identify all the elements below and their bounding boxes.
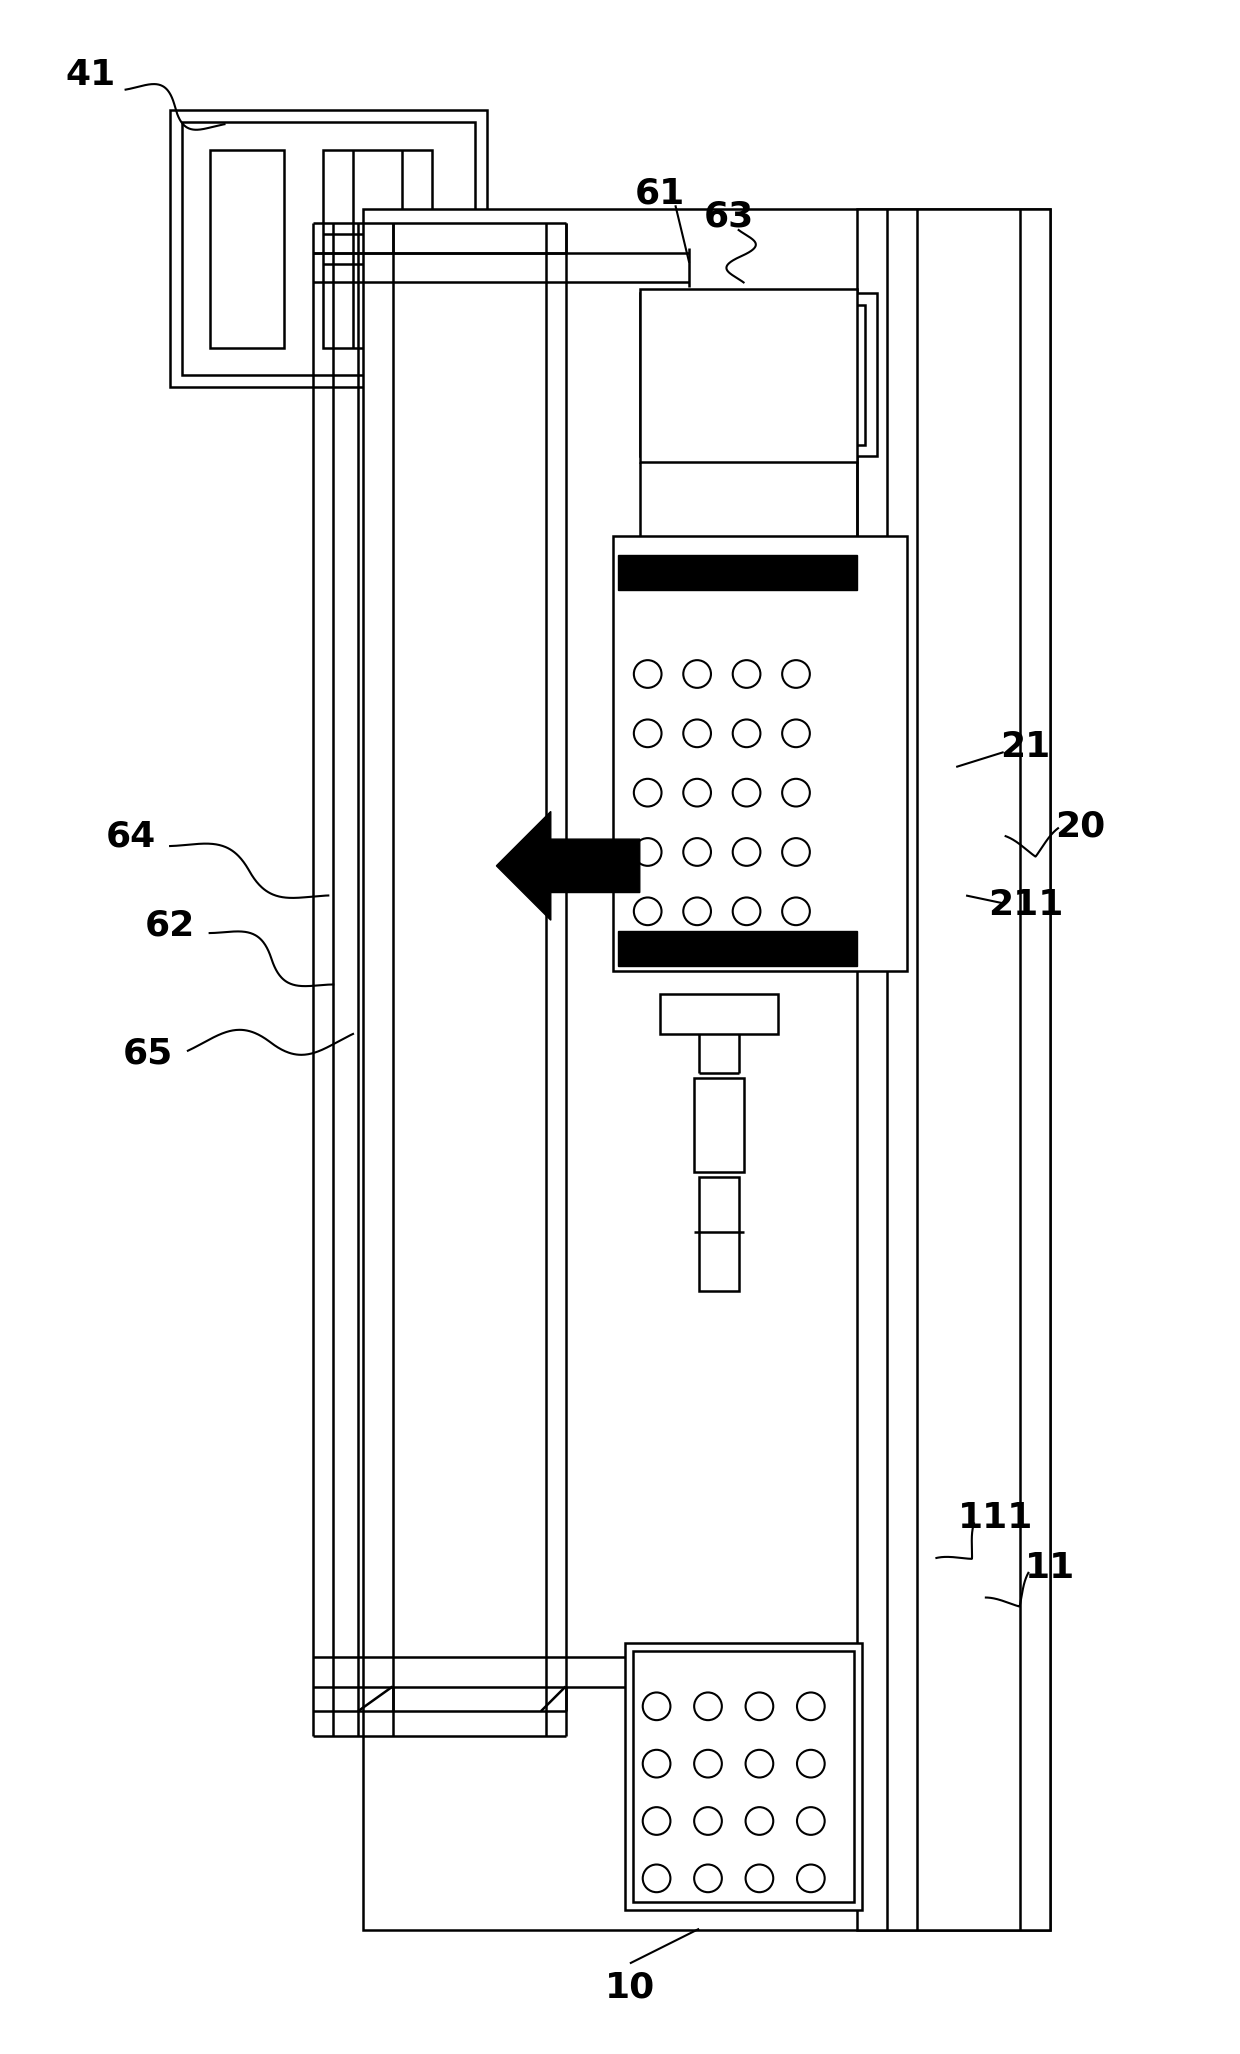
Circle shape <box>782 659 810 688</box>
Circle shape <box>733 778 760 807</box>
Circle shape <box>694 1808 722 1834</box>
Bar <box>640 290 857 462</box>
Circle shape <box>683 719 711 748</box>
Circle shape <box>782 719 810 748</box>
Circle shape <box>683 898 711 924</box>
Bar <box>632 1651 854 1902</box>
Bar <box>613 536 906 972</box>
Circle shape <box>797 1692 825 1719</box>
Circle shape <box>634 898 661 924</box>
Bar <box>857 550 901 955</box>
Circle shape <box>797 1808 825 1834</box>
Circle shape <box>782 898 810 924</box>
Bar <box>324 150 432 347</box>
Circle shape <box>634 719 661 748</box>
Circle shape <box>782 838 810 867</box>
Circle shape <box>683 778 711 807</box>
Circle shape <box>683 838 711 867</box>
Circle shape <box>642 1692 671 1719</box>
Circle shape <box>797 1750 825 1777</box>
Text: 41: 41 <box>66 58 117 92</box>
Circle shape <box>634 778 661 807</box>
Bar <box>182 123 475 376</box>
Circle shape <box>733 659 760 688</box>
Text: 20: 20 <box>1055 809 1105 844</box>
Circle shape <box>745 1692 774 1719</box>
Circle shape <box>634 659 661 688</box>
Bar <box>618 930 857 965</box>
Bar <box>660 994 779 1033</box>
Text: 64: 64 <box>105 820 156 852</box>
Circle shape <box>694 1750 722 1777</box>
Text: 111: 111 <box>959 1501 1033 1536</box>
Polygon shape <box>496 811 640 920</box>
Circle shape <box>733 898 760 924</box>
Text: 62: 62 <box>145 908 195 943</box>
Circle shape <box>642 1750 671 1777</box>
Bar <box>857 210 1050 1931</box>
Circle shape <box>634 838 661 867</box>
Circle shape <box>745 1750 774 1777</box>
Bar <box>210 150 284 347</box>
Text: 65: 65 <box>123 1037 174 1070</box>
Bar <box>625 1643 862 1910</box>
Bar <box>640 294 877 456</box>
Circle shape <box>642 1865 671 1892</box>
Circle shape <box>745 1865 774 1892</box>
Bar <box>652 306 866 444</box>
Circle shape <box>733 838 760 867</box>
Text: 61: 61 <box>635 177 684 210</box>
Bar <box>363 210 1050 1931</box>
Circle shape <box>642 1808 671 1834</box>
Circle shape <box>745 1808 774 1834</box>
Circle shape <box>782 778 810 807</box>
Circle shape <box>733 719 760 748</box>
Bar <box>694 1078 744 1173</box>
Text: 63: 63 <box>703 199 754 234</box>
Circle shape <box>694 1865 722 1892</box>
Text: 10: 10 <box>605 1970 655 2005</box>
Text: 21: 21 <box>1001 729 1050 764</box>
Bar <box>170 111 486 388</box>
Circle shape <box>683 659 711 688</box>
Text: 211: 211 <box>988 889 1063 922</box>
Circle shape <box>797 1865 825 1892</box>
Text: 11: 11 <box>1025 1551 1075 1586</box>
Bar <box>699 1177 739 1292</box>
Bar <box>618 555 857 589</box>
Circle shape <box>694 1692 722 1719</box>
